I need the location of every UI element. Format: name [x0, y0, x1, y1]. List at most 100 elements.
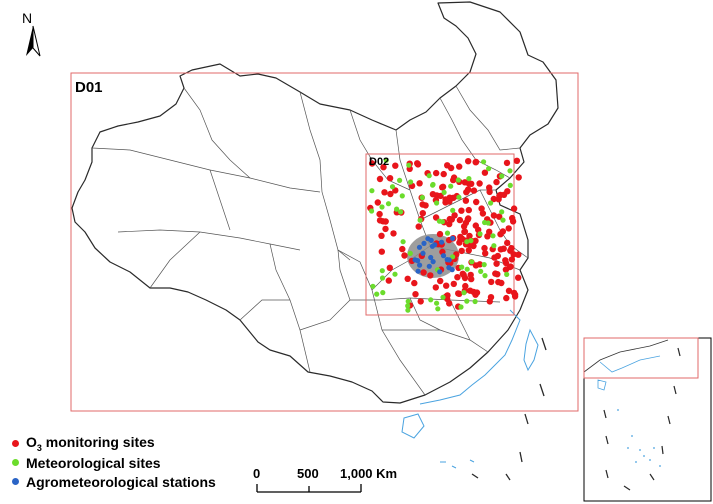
- o3-site-marker: [495, 196, 502, 203]
- meteorological-site-marker: [379, 204, 385, 210]
- agrometeorological-station-marker: [440, 253, 447, 259]
- o3-site-marker: [515, 274, 522, 281]
- o3-site-marker: [429, 191, 437, 198]
- o3-site-marker: [505, 287, 513, 294]
- o3-site-marker: [503, 159, 511, 167]
- o3-site-marker: [451, 212, 458, 219]
- o3-site-marker: [492, 270, 499, 277]
- meteorological-site-marker: [458, 304, 464, 310]
- o3-site-marker: [432, 284, 439, 291]
- o3-monitoring-sites-layer: [367, 157, 522, 310]
- o3-site-marker: [417, 298, 424, 305]
- o3-site-marker: [385, 277, 392, 284]
- meteorological-site-marker: [469, 259, 475, 265]
- o3-site-marker: [481, 169, 489, 176]
- meteorological-site-marker: [482, 273, 488, 279]
- north-label: N: [22, 10, 33, 26]
- o3-site-marker: [447, 164, 455, 172]
- o3-site-marker: [404, 275, 411, 282]
- north-arrow-icon: [26, 25, 41, 57]
- domain-d01-box: [70, 72, 579, 412]
- o3-site-marker: [488, 278, 495, 286]
- meteorological-site-marker: [405, 307, 411, 313]
- meteorological-site-marker: [485, 220, 491, 226]
- o3-site-marker: [503, 294, 510, 302]
- o3-site-marker: [444, 292, 451, 299]
- agrometeorological-station-marker: [412, 257, 418, 263]
- agrometeorological-station-marker: [415, 268, 421, 274]
- o3-site-marker: [415, 223, 422, 230]
- meteorological-site-marker: [405, 303, 411, 309]
- meteorological-site-marker: [459, 264, 465, 270]
- meteorological-site-marker: [488, 200, 494, 206]
- o3-site-marker: [419, 201, 426, 208]
- legend-meteorological-label: Meteorological sites: [26, 454, 161, 471]
- agrometeorological-station-marker: [425, 236, 431, 242]
- o3-site-marker: [482, 250, 489, 257]
- scale-label-0: 0: [253, 466, 261, 481]
- agrometeorological-stations-layer: [412, 235, 456, 275]
- nine-dash-line: [471, 337, 547, 481]
- agrometeorological-station-marker: [416, 244, 423, 250]
- o3-site-marker: [509, 218, 517, 225]
- o3-site-marker: [487, 294, 495, 301]
- o3-site-marker: [399, 245, 406, 253]
- meteorological-site-marker: [491, 243, 497, 249]
- o3-site-marker: [493, 260, 500, 267]
- o3-site-marker: [466, 232, 473, 240]
- domain-d01-label: D01: [75, 79, 103, 96]
- o3-site-marker: [478, 205, 485, 212]
- meteorological-site-marker: [426, 173, 432, 179]
- meteorological-site-marker: [417, 217, 423, 223]
- o3-site-marker: [458, 235, 466, 242]
- o3-site-marker: [378, 248, 385, 255]
- legend-item-o3: O3 monitoring sites: [12, 434, 216, 453]
- meteorological-site-marker: [379, 275, 386, 281]
- o3-site-marker: [504, 239, 511, 247]
- legend-agrometeorological-label: Agrometeorological stations: [26, 473, 216, 490]
- o3-site-marker: [437, 277, 444, 285]
- o3-site-marker: [472, 262, 480, 269]
- meteorological-site-marker: [500, 217, 506, 223]
- meteorological-site-marker: [499, 173, 505, 179]
- o3-site-marker: [508, 245, 515, 252]
- meteorological-site-marker: [408, 179, 414, 185]
- scale-label-1000km: 1,000 Km: [340, 466, 398, 481]
- meteorological-site-marker: [507, 168, 513, 174]
- meteorological-site-marker: [380, 290, 386, 296]
- o3-site-marker: [500, 245, 507, 252]
- o3-site-marker: [473, 289, 481, 296]
- meteorological-site-marker: [383, 157, 389, 163]
- o3-site-marker: [412, 291, 419, 298]
- legend-o3-suffix: monitoring sites: [41, 434, 155, 451]
- o3-site-marker: [460, 223, 468, 230]
- meteorological-site-marker: [369, 208, 375, 214]
- o3-site-marker: [510, 289, 518, 297]
- o3-site-marker: [472, 222, 479, 229]
- meteorological-site-marker: [456, 194, 462, 200]
- domain-d02-label: D02: [369, 156, 390, 168]
- agrometeorological-station-marker: [428, 254, 434, 261]
- meteorological-site-marker: [434, 300, 440, 306]
- blue-dot-icon: [12, 478, 19, 485]
- meteorological-site-marker: [450, 207, 456, 213]
- south-china-sea-inset: [583, 337, 712, 502]
- meteorological-site-marker: [398, 209, 404, 215]
- meteorological-site-marker: [461, 290, 467, 296]
- o3-site-marker: [386, 264, 393, 271]
- o3-site-marker: [461, 274, 469, 282]
- meteorological-site-marker: [499, 209, 505, 215]
- o3-site-marker: [416, 180, 423, 187]
- o3-site-marker: [490, 212, 498, 219]
- meteorological-site-marker: [405, 298, 411, 304]
- agrometeorological-station-marker: [446, 257, 452, 263]
- agrometeorological-station-marker: [429, 243, 435, 249]
- o3-site-marker: [465, 158, 472, 165]
- agrometeorological-station-marker: [420, 250, 426, 256]
- o3-site-marker: [515, 251, 522, 258]
- o3-site-marker: [476, 180, 483, 187]
- meteorological-site-marker: [481, 159, 487, 165]
- o3-site-marker: [479, 210, 487, 217]
- o3-site-marker: [436, 230, 444, 238]
- o3-site-marker: [461, 228, 469, 235]
